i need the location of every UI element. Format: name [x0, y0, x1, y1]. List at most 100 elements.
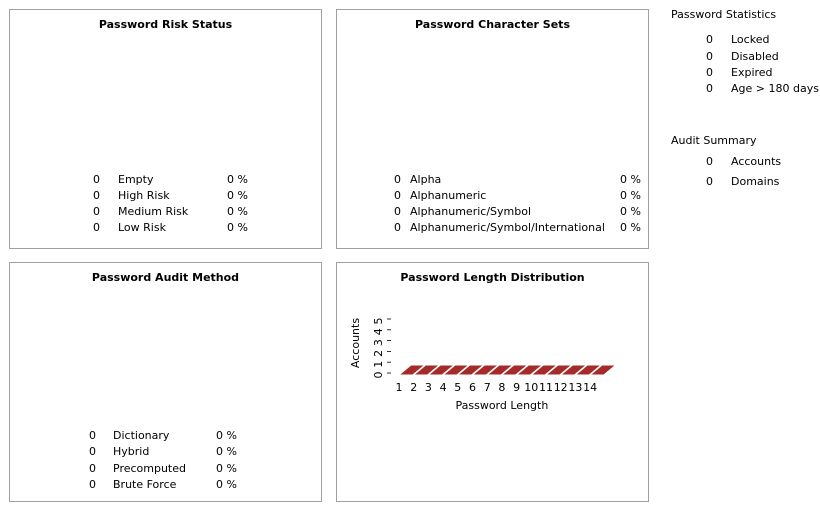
x-tick-label: 9: [513, 381, 520, 394]
charset-row-alnum-symbol-intl: 0 Alphanumeric/Symbol/International 0 %: [337, 220, 650, 236]
charset-pct: 0 %: [620, 173, 641, 186]
method-pct: 0 %: [216, 429, 237, 442]
risk-row-medium: 0 Medium Risk 0 %: [10, 204, 323, 220]
summary-count: 0: [706, 155, 713, 168]
summary-row-accounts: 0 Accounts: [671, 154, 816, 170]
x-tick-label: 1: [396, 381, 403, 394]
x-tick-label: 4: [440, 381, 447, 394]
bar: [529, 364, 559, 376]
risk-count: 0: [93, 189, 100, 202]
stat-row-expired: 0 Expired: [671, 65, 816, 81]
bar: [574, 364, 603, 376]
charset-pct: 0 %: [620, 189, 641, 202]
risk-pct: 0 %: [227, 205, 248, 218]
method-count: 0: [89, 445, 96, 458]
y-tick-label: 2: [372, 350, 385, 357]
charset-row-alnum-symbol: 0 Alphanumeric/Symbol 0 %: [337, 204, 650, 220]
risk-count: 0: [93, 173, 100, 186]
risk-pct: 0 %: [227, 189, 248, 202]
charset-label: Alphanumeric/Symbol: [410, 205, 532, 218]
summary-label: Domains: [731, 175, 780, 188]
charset-label: Alphanumeric/Symbol/International: [410, 221, 605, 234]
stat-row-age: 0 Age > 180 days: [671, 81, 819, 97]
method-pct: 0 %: [216, 462, 237, 475]
risk-count: 0: [93, 205, 100, 218]
x-tick-label: 14: [583, 381, 597, 394]
stat-count: 0: [706, 33, 713, 46]
risk-status-panel: Password Risk Status 0 Empty 0 % 0 High …: [9, 9, 322, 249]
x-tick-label: 5: [454, 381, 461, 394]
bar: [441, 364, 471, 376]
method-pct: 0 %: [216, 445, 237, 458]
bar: [412, 364, 441, 376]
charset-row-alpha: 0 Alpha 0 %: [337, 172, 650, 188]
charset-count: 0: [394, 189, 401, 202]
y-tick-label: 0: [372, 372, 385, 379]
method-label: Precomputed: [113, 462, 186, 475]
bar: [485, 364, 515, 376]
method-row-brute-force: 0 Brute Force 0 %: [10, 477, 323, 493]
method-row-precomputed: 0 Precomputed 0 %: [10, 461, 323, 477]
charset-pct: 0 %: [620, 221, 641, 234]
stat-label: Age > 180 days: [731, 82, 819, 95]
bar: [500, 364, 529, 376]
risk-label: High Risk: [118, 189, 170, 202]
audit-method-title: Password Audit Method: [91, 271, 240, 284]
stat-count: 0: [706, 50, 713, 63]
x-tick-label: 10: [524, 381, 538, 394]
x-axis-label: Password Length: [455, 399, 548, 412]
method-label: Dictionary: [113, 429, 170, 442]
x-tick-label: 12: [554, 381, 568, 394]
bar: [456, 364, 485, 376]
summary-row-domains: 0 Domains: [671, 174, 816, 190]
length-dist-title: Password Length Distribution: [400, 271, 585, 284]
risk-label: Empty: [118, 173, 154, 186]
method-row-hybrid: 0 Hybrid 0 %: [10, 444, 323, 460]
stat-row-locked: 0 Locked: [671, 32, 816, 48]
charset-count: 0: [394, 221, 401, 234]
bar: [397, 364, 427, 376]
method-label: Hybrid: [113, 445, 150, 458]
charset-count: 0: [394, 173, 401, 186]
length-dist-panel: Password Length Distribution 0 1 2 3 4 5 Accou…: [336, 262, 649, 502]
x-tick-label: 3: [425, 381, 432, 394]
method-count: 0: [89, 462, 96, 475]
x-tick-label: 7: [484, 381, 491, 394]
y-tick-label: 3: [372, 339, 385, 346]
bar: [427, 364, 456, 376]
bar: [544, 364, 574, 376]
y-axis-label: Accounts: [349, 318, 362, 368]
x-tick-label: 13: [568, 381, 582, 394]
method-pct: 0 %: [216, 478, 237, 491]
method-row-dictionary: 0 Dictionary 0 %: [10, 428, 323, 444]
charset-label: Alphanumeric: [410, 189, 487, 202]
stat-count: 0: [706, 66, 713, 79]
statistics-title: Password Statistics: [671, 8, 777, 21]
bar: [515, 364, 544, 376]
bar: [588, 364, 618, 376]
method-count: 0: [89, 429, 96, 442]
y-tick-label: 1: [372, 361, 385, 368]
risk-count: 0: [93, 221, 100, 234]
risk-row-empty: 0 Empty 0 %: [10, 172, 323, 188]
risk-pct: 0 %: [227, 221, 248, 234]
x-tick-label: 6: [469, 381, 476, 394]
char-sets-title: Password Character Sets: [415, 18, 570, 31]
x-tick-label: 2: [410, 381, 417, 394]
risk-row-low: 0 Low Risk 0 %: [10, 220, 323, 236]
risk-status-title: Password Risk Status: [98, 18, 233, 31]
stat-count: 0: [706, 82, 713, 95]
x-tick-label: 8: [498, 381, 505, 394]
method-count: 0: [89, 478, 96, 491]
risk-pct: 0 %: [227, 173, 248, 186]
stat-label: Disabled: [731, 50, 779, 63]
stat-row-disabled: 0 Disabled: [671, 49, 816, 65]
x-tick-label: 11: [539, 381, 553, 394]
charset-row-alphanumeric: 0 Alphanumeric 0 %: [337, 188, 650, 204]
bar: [471, 364, 500, 376]
stat-label: Locked: [731, 33, 770, 46]
y-tick-label: 5: [372, 318, 385, 325]
audit-summary-title: Audit Summary: [671, 134, 757, 147]
audit-method-panel: Password Audit Method 0 Dictionary 0 % 0…: [9, 262, 322, 502]
